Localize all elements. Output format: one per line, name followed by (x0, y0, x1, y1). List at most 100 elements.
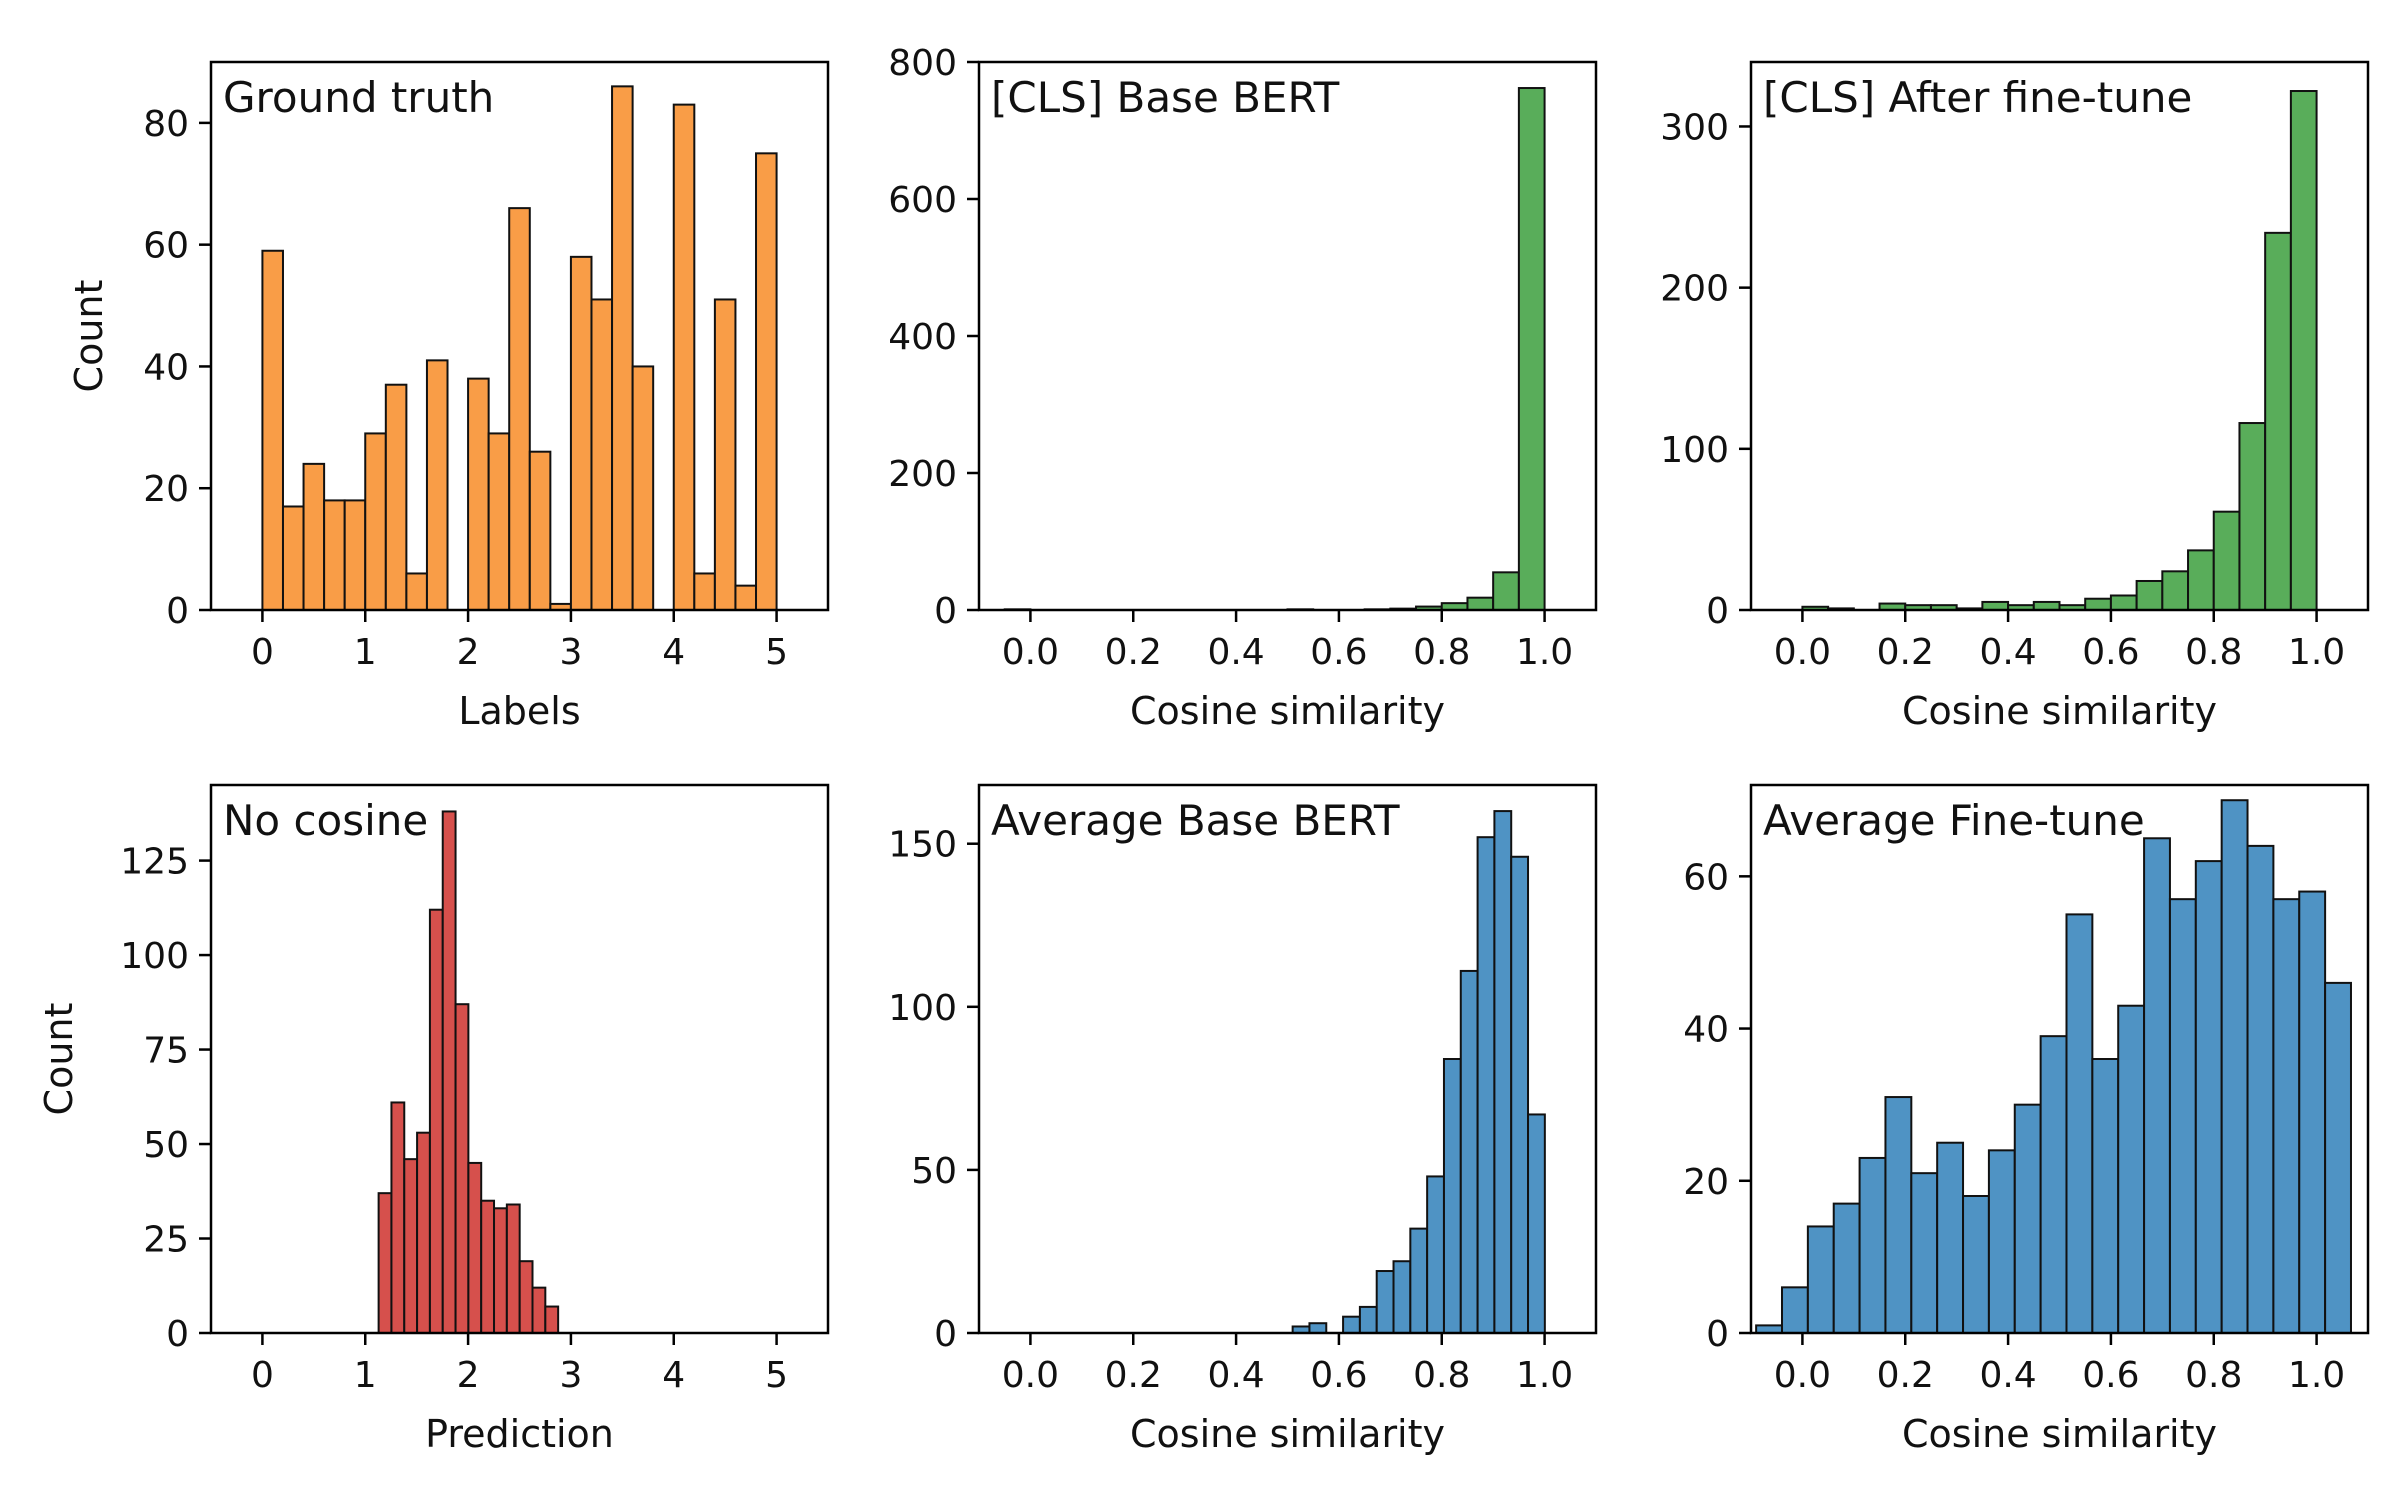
panel-title: Ground truth (223, 73, 494, 122)
plot-frame (209, 783, 830, 1335)
x-tick-label: 2 (457, 632, 480, 673)
x-tick-label: 1.0 (1516, 1355, 1573, 1396)
y-tick-label: 200 (888, 454, 957, 495)
y-tick-label: 100 (888, 988, 957, 1029)
x-tick-label: 0.4 (1979, 632, 2036, 673)
histogram-bar (454, 1003, 470, 1334)
panel-title: [CLS] Base BERT (991, 73, 1340, 122)
histogram-bar (1962, 1195, 1990, 1334)
histogram-bar (1910, 1172, 1939, 1334)
x-axis-label: Prediction (425, 1412, 614, 1456)
x-tick-label: 0.0 (1002, 1355, 1059, 1396)
histogram-bar (528, 450, 552, 612)
histogram-bar (508, 207, 531, 611)
x-tick-label: 0.4 (1207, 632, 1264, 673)
histogram-bar (1342, 1315, 1361, 1334)
x-tick-label: 0.6 (1310, 632, 1367, 673)
histogram-bar (467, 377, 490, 611)
histogram-bar (1308, 1322, 1328, 1334)
histogram-bar (467, 1161, 483, 1334)
histogram-bar (1492, 571, 1520, 612)
plot-frame (1749, 60, 2370, 612)
x-tick-label: 0.0 (1774, 1355, 1831, 1396)
histogram-bar (364, 432, 387, 611)
histogram-bar (2298, 890, 2327, 1334)
x-tick-label: 1.0 (2288, 632, 2345, 673)
histogram-bar (281, 505, 305, 611)
histogram-bar (384, 383, 408, 612)
x-tick-label: 0.4 (1979, 1355, 2036, 1396)
x-tick-label: 1 (354, 632, 377, 673)
panel-5: 0.0 0.2 0.4 0.6 0.8 1.0 0 50 100 150 Cosine simila… (888, 783, 1598, 1456)
histogram-bar (1987, 1149, 2016, 1335)
x-tick-label: 0.8 (2185, 632, 2242, 673)
x-axis-label: Labels (458, 689, 580, 733)
histogram-bars (1801, 90, 2318, 612)
histogram-bar (428, 908, 444, 1334)
y-tick-label: 0 (1706, 591, 1729, 632)
histogram-bar (1375, 1270, 1395, 1334)
histogram-bar (405, 572, 428, 612)
y-tick-label: 600 (888, 180, 957, 221)
histogram-bars (377, 810, 560, 1335)
histogram-bar (2117, 1004, 2146, 1334)
histogram-bar (2168, 898, 2197, 1335)
histogram-bar (2264, 231, 2292, 612)
histogram-bars (261, 85, 778, 612)
histogram-bar (1858, 1156, 1887, 1335)
y-tick-label: 60 (1683, 857, 1729, 898)
histogram-bar (323, 499, 346, 611)
histogram-bar (302, 462, 326, 611)
x-axis-label: Cosine similarity (1130, 1412, 1445, 1456)
histogram-bar (1781, 1286, 1809, 1335)
histogram-bar (1426, 1175, 1445, 1335)
histogram-bar (487, 432, 511, 611)
panel-6: 0.0 0.2 0.4 0.6 0.8 1.0 0 20 40 60 Cosine similari… (1683, 783, 2370, 1456)
y-tick-label: 400 (888, 317, 957, 358)
y-tick-label: 50 (911, 1151, 957, 1192)
histogram-bar (2272, 898, 2301, 1335)
histogram-bar (734, 584, 758, 612)
histogram-bar (1409, 1227, 1429, 1334)
x-tick-label: 0.2 (1877, 632, 1934, 673)
x-tick-label: 1.0 (1516, 632, 1573, 673)
y-tick-label: 40 (1683, 1010, 1729, 1051)
histogram-bar (590, 298, 614, 611)
histogram-bar (672, 103, 696, 611)
y-tick-label: 100 (120, 936, 189, 977)
histogram-bars (1003, 87, 1546, 612)
y-tick-label: 0 (934, 591, 957, 632)
histogram-bar (1517, 87, 1546, 611)
histogram-bar (2135, 579, 2164, 611)
histogram-bar (425, 359, 449, 611)
panel-title: Average Fine-tune (1763, 796, 2145, 845)
x-tick-label: 3 (559, 632, 582, 673)
x-tick-label: 2 (457, 1355, 480, 1396)
y-tick-label: 200 (1660, 269, 1729, 310)
y-axis-label: Count (37, 1003, 81, 1116)
histogram-bar (1392, 1260, 1412, 1334)
x-axis-label: Cosine similarity (1130, 689, 1445, 733)
histogram-bar (693, 572, 716, 612)
x-tick-label: 1 (354, 1355, 377, 1396)
histogram-bar (343, 499, 367, 611)
y-tick-label: 0 (934, 1314, 957, 1355)
x-tick-label: 4 (662, 1355, 685, 1396)
y-tick-label: 60 (143, 226, 189, 267)
plot-frame (977, 60, 1598, 612)
plot-frame (977, 783, 1598, 1335)
x-tick-label: 0.6 (2082, 1355, 2139, 1396)
y-tick-label: 80 (143, 104, 189, 145)
y-tick-label: 150 (888, 825, 957, 866)
x-tick-label: 0.8 (1413, 1355, 1470, 1396)
histogram-bar (403, 1158, 419, 1335)
y-axis-label: Count (67, 280, 111, 393)
panel-1: 0 1 2 3 4 5 0 20 40 60 80 Labels Count Ground truth (67, 60, 830, 733)
histogram-bar (2324, 981, 2352, 1335)
histogram-bar (2013, 1103, 2042, 1334)
x-tick-label: 0.0 (1002, 632, 1059, 673)
x-tick-label: 0.2 (1105, 1355, 1162, 1396)
histogram-bar (2109, 594, 2138, 612)
histogram-bar (2161, 570, 2190, 611)
